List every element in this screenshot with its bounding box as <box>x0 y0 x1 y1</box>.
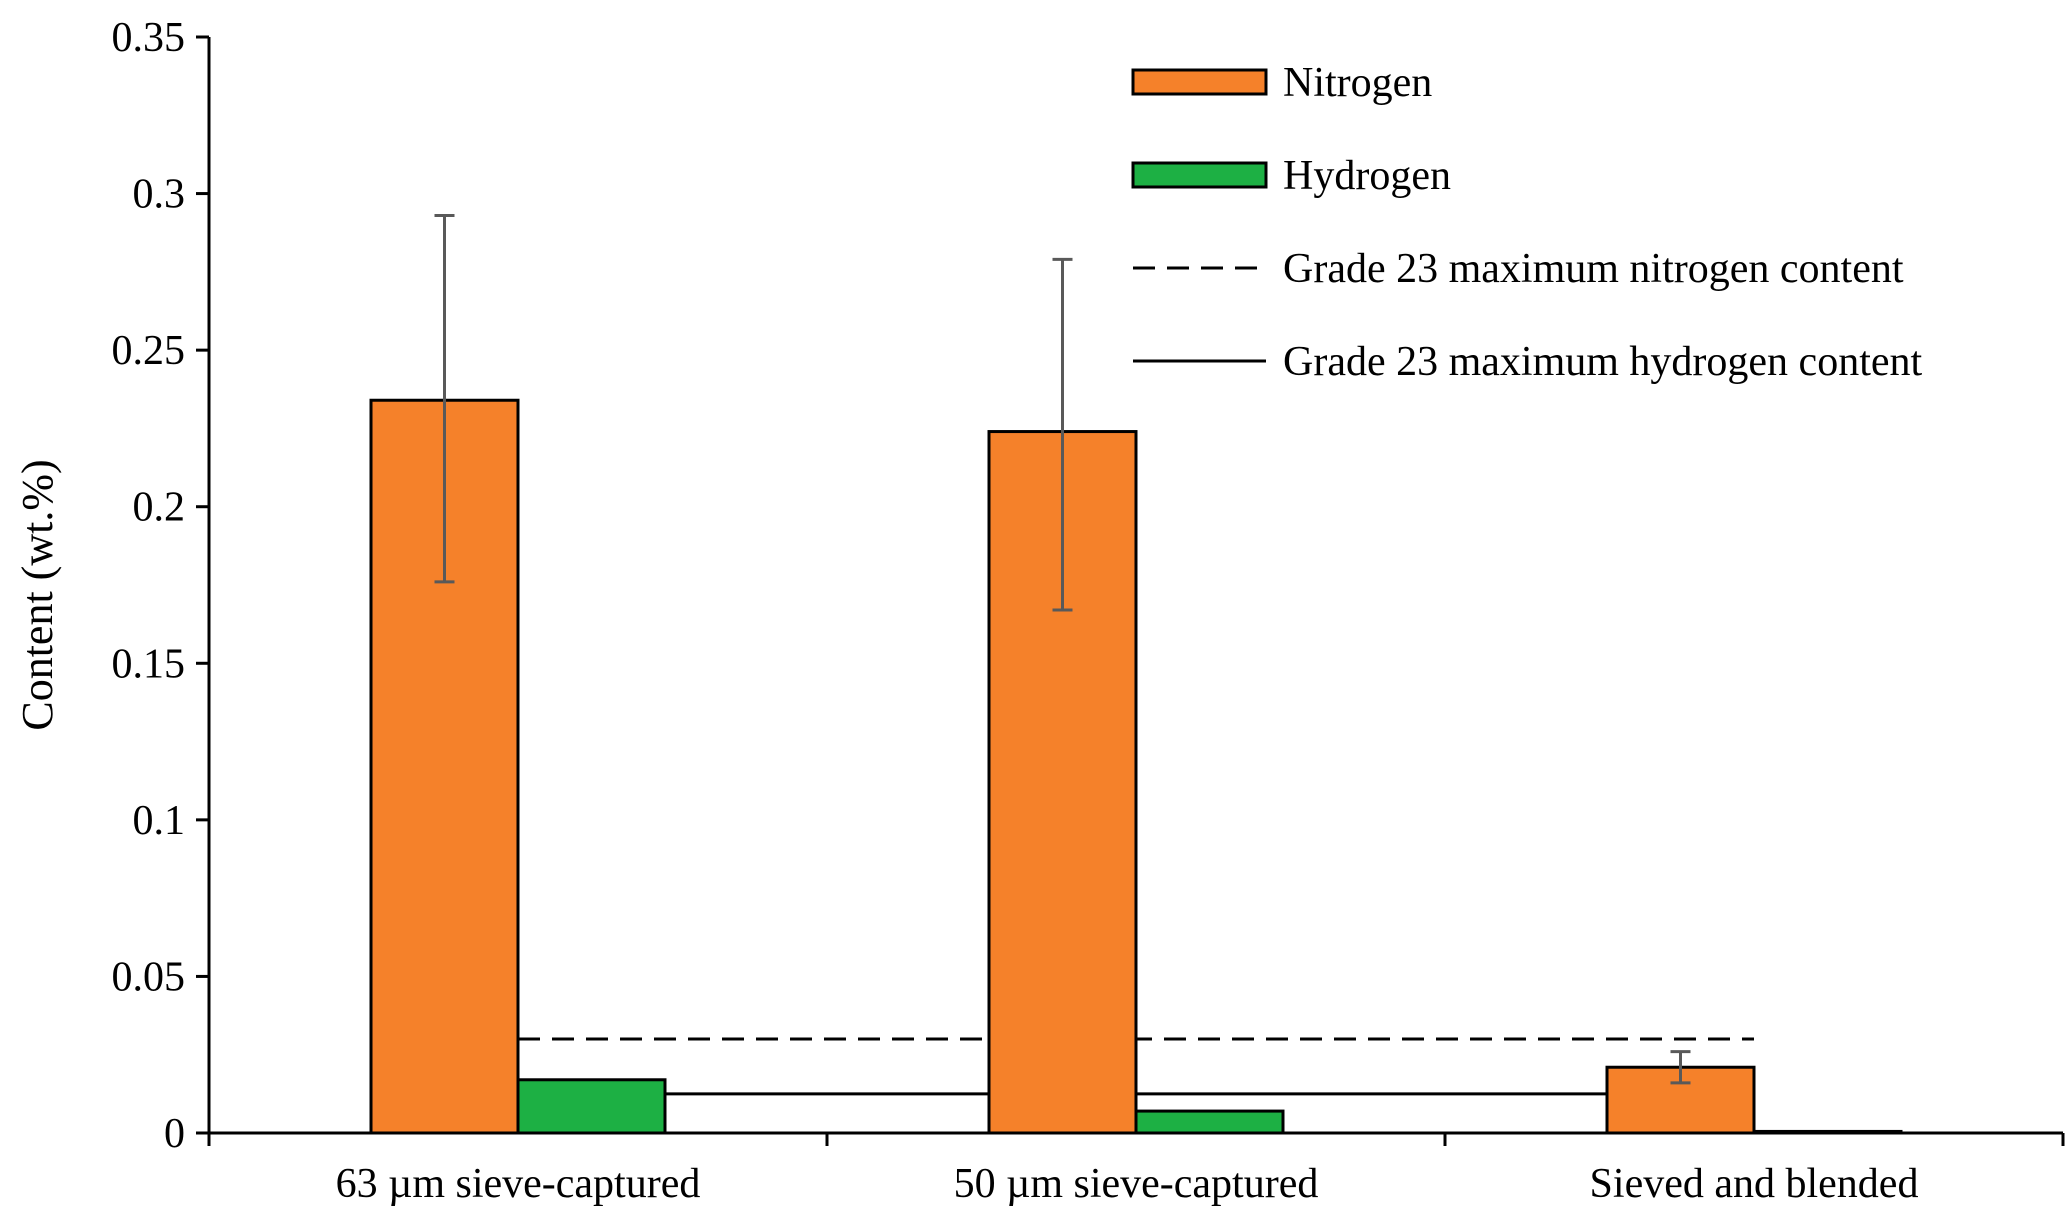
legend-label-nitrogen: Nitrogen <box>1283 60 1432 106</box>
legend-label-hydrogen: Hydrogen <box>1283 153 1451 199</box>
x-tick-label-1: 63 µm sieve-captured <box>336 1161 701 1207</box>
legend-swatch-hydrogen <box>1131 161 1268 189</box>
y-tick-label: 0.2 <box>133 485 186 531</box>
y-tick-label: 0.1 <box>133 798 186 844</box>
y-tick-label: 0.35 <box>112 15 186 61</box>
y-tick-label: 0 <box>164 1111 185 1157</box>
axes: 0 0.05 0.1 0.15 0.2 0.25 0.3 0.35 63 µm sieve-ca… <box>112 15 2065 1207</box>
y-axis-title: Content (wt.%) <box>13 459 62 730</box>
y-tick-label: 0.15 <box>112 641 186 687</box>
legend-label-reference-1: Grade 23 maximum nitrogen content <box>1283 246 1904 292</box>
y-tick-label: 0.3 <box>133 172 186 218</box>
legend-swatch-nitrogen <box>1131 68 1268 96</box>
y-tick-label: 0.25 <box>112 328 186 374</box>
legend: Nitrogen Hydrogen Grade 23 maximum nitroge… <box>1131 60 1922 385</box>
x-tick-label-3: Sieved and blended <box>1590 1161 1919 1207</box>
x-tick-label-2: 50 µm sieve-captured <box>954 1161 1319 1207</box>
bars <box>369 398 1903 1135</box>
y-tick-label: 0.05 <box>112 954 186 1000</box>
bar-hydrogen-1 <box>516 1078 667 1135</box>
legend-label-reference-2: Grade 23 maximum hydrogen content <box>1283 339 1922 385</box>
error-bars <box>434 213 1691 1085</box>
bar-hydrogen-2 <box>1134 1109 1285 1135</box>
